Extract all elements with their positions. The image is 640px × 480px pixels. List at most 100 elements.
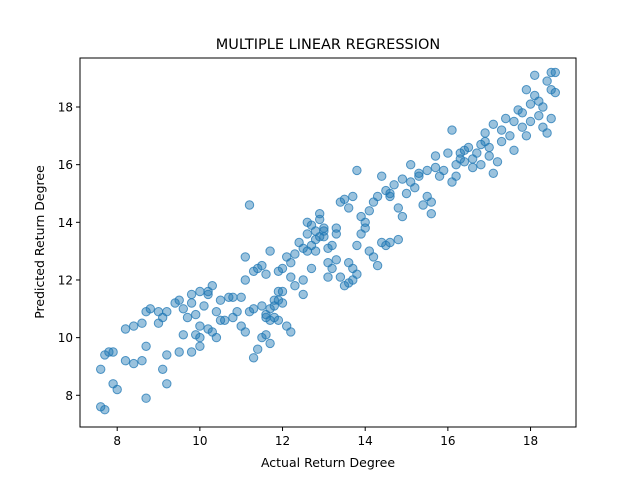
data-point [546,67,556,78]
points-layer [96,67,560,415]
data-point [368,252,379,262]
data-point [286,272,296,282]
data-point [261,269,271,279]
data-point [459,145,470,156]
data-point [525,99,536,109]
x-tick-label: 14 [358,434,373,448]
data-point [385,191,395,202]
data-point [348,191,358,202]
data-point [534,111,544,121]
y-tick-label: 18 [58,101,73,115]
data-point [191,309,201,320]
data-point [344,203,354,213]
data-point [550,87,560,98]
data-point [315,209,325,219]
data-point [414,171,424,181]
data-point [306,240,317,251]
data-point [261,330,271,340]
data-point [364,206,374,216]
data-point [377,171,387,181]
data-point [352,240,362,251]
data-point [232,307,242,317]
data-point [298,275,308,285]
data-point [323,243,333,254]
data-point [488,119,498,130]
data-point [203,289,213,300]
data-point [137,356,147,366]
data-point [443,148,453,158]
data-point [273,295,284,305]
data-point [145,304,156,314]
data-point [174,347,184,357]
y-tick-label: 8 [65,389,73,403]
data-point [414,168,424,179]
data-point [397,174,408,184]
data-point [372,191,383,202]
data-point [178,330,189,340]
data-point [372,260,383,271]
data-point [228,292,238,302]
data-point [517,122,527,132]
data-point [211,332,222,343]
data-point [248,304,259,314]
data-point [108,347,118,357]
data-point [393,203,403,213]
data-point [112,384,122,395]
y-tick-label: 14 [58,216,73,230]
data-point [509,116,519,127]
data-point [484,151,494,161]
data-point [488,168,498,179]
data-point [244,200,255,210]
data-point [129,358,139,369]
data-point [331,229,341,239]
data-point [496,136,507,147]
data-point [298,289,308,300]
data-point [492,157,503,167]
data-point [480,136,490,147]
data-point [480,128,490,138]
data-point [178,304,189,314]
data-point [439,165,449,176]
data-point [525,116,536,127]
data-point [240,275,251,285]
data-point [141,393,151,403]
data-point [207,281,218,291]
data-point [335,272,346,282]
data-point [96,364,106,374]
data-point [286,258,296,268]
data-point [186,347,197,357]
data-point [195,332,205,343]
data-point [174,295,184,305]
data-point [509,145,519,156]
data-point [393,234,403,245]
data-point [422,165,432,176]
data-point [542,76,552,86]
data-point [348,263,358,274]
data-point [195,321,205,331]
data-point [538,102,548,112]
data-point [472,148,482,158]
x-tick-label: 8 [113,434,121,448]
data-point [447,125,457,135]
data-point [530,70,540,81]
data-point [120,356,131,366]
data-point [120,324,131,334]
data-point [129,321,139,331]
data-point [397,211,408,222]
data-point [327,263,337,274]
data-point [468,162,478,173]
data-point [211,307,222,317]
data-point [459,157,470,167]
data-point [542,128,552,138]
data-point [257,260,267,271]
data-point [521,85,532,95]
axes-layer: 8 10 12 14 16 18 8 10 12 14 16 18 [58,101,538,448]
data-point [215,315,226,325]
data-point [505,131,515,141]
data-point [158,364,168,374]
chart-title: MULTIPLE LINEAR REGRESSION [216,37,441,53]
data-point [186,298,197,308]
data-point [265,338,275,349]
data-point [141,341,151,351]
data-point [389,180,399,190]
